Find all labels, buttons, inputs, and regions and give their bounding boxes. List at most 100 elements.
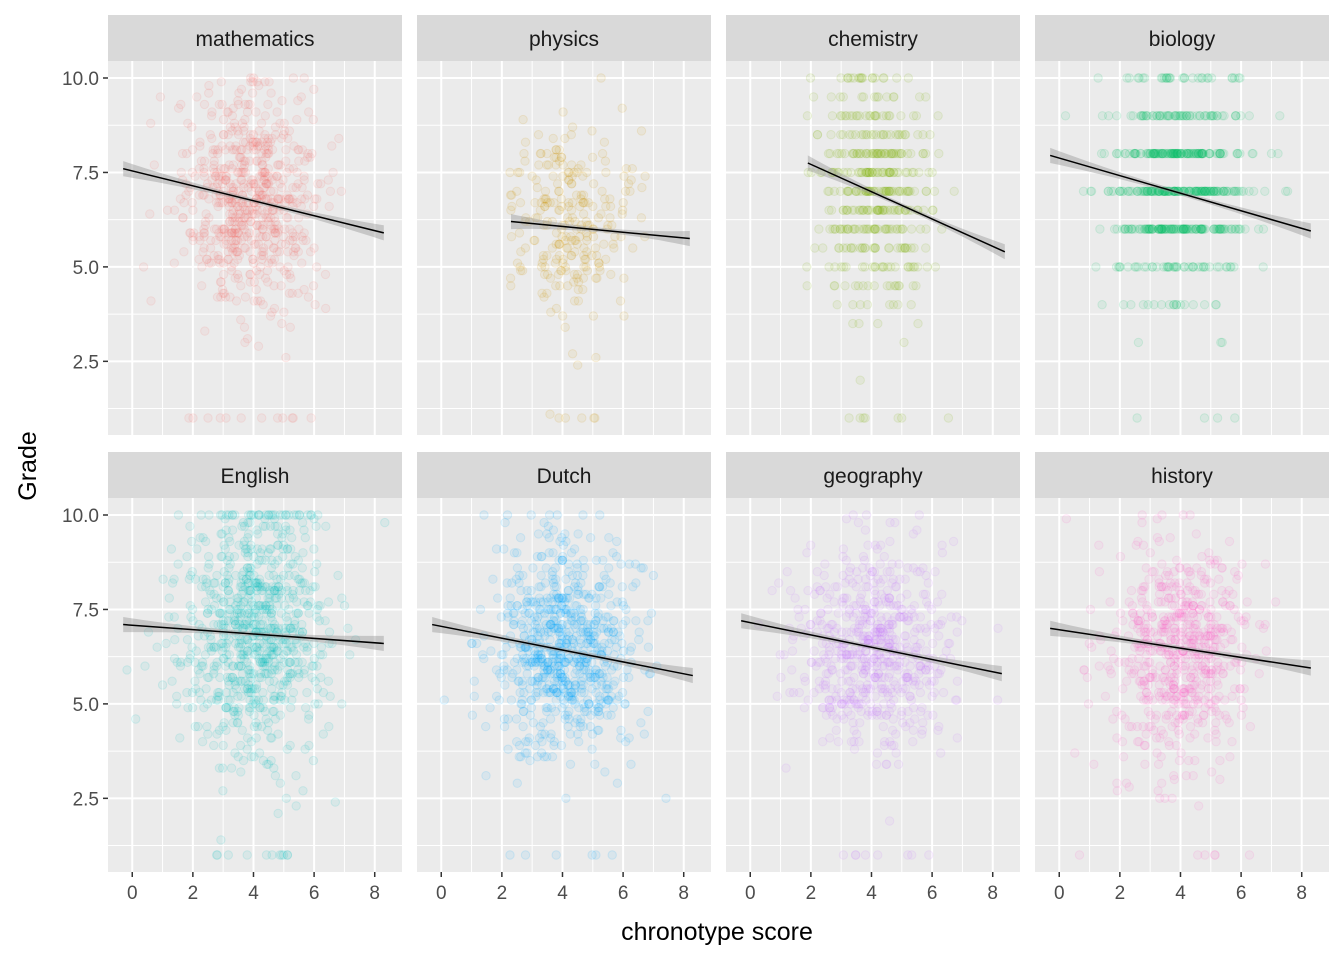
data-point [869,604,879,615]
data-point [262,266,273,276]
data-point [605,213,615,223]
data-point [213,250,223,261]
data-point [564,216,575,227]
data-point [1135,646,1145,656]
data-point [1185,733,1195,743]
data-point [1184,638,1194,649]
data-point [252,156,263,166]
data-point [280,198,290,208]
data-point [542,269,553,280]
data-point [236,145,246,155]
data-point [223,850,234,860]
data-point [149,160,160,170]
data-point [505,190,516,200]
data-point [824,205,834,215]
data-point [923,578,933,588]
data-point [932,597,943,607]
data-point [606,601,616,611]
data-point [305,247,316,257]
data-point [1118,752,1129,762]
data-point [863,635,873,645]
data-point [534,582,544,592]
data-point [839,262,849,272]
data-point [240,99,250,110]
data-point [526,695,536,705]
data-point [263,657,274,667]
data-point [787,635,798,645]
data-point [250,182,261,193]
data-point [856,73,867,83]
data-point [227,228,237,238]
data-point [1165,578,1176,588]
data-point [908,737,918,747]
data-point [243,182,253,193]
data-point [636,213,647,223]
data-point [861,130,871,140]
data-point [242,107,253,117]
data-point [860,525,871,535]
data-point [195,235,205,246]
x-tick-label: 8 [369,883,380,904]
data-point [1214,262,1225,272]
data-point [927,691,937,701]
y-tick-label: 7.5 [73,163,99,184]
data-point [200,650,211,660]
data-point [617,687,628,698]
data-point [1157,510,1167,520]
data-point [309,544,319,554]
data-point [587,126,597,136]
data-point [803,695,813,705]
data-point [233,96,243,106]
data-point [195,137,205,147]
data-point [249,277,260,287]
data-point [604,533,614,543]
data-point [1097,300,1107,310]
data-point [209,167,220,178]
data-point [501,642,511,652]
data-point [515,167,525,178]
data-point [182,635,193,645]
data-point [924,167,934,178]
data-point [617,582,627,592]
data-point [1233,570,1244,581]
data-point [324,201,334,212]
data-point [530,198,540,208]
data-point [1261,646,1272,656]
data-point [1174,608,1185,618]
data-point [1218,669,1228,679]
data-point [915,567,925,577]
data-point [848,300,858,310]
data-point [299,175,309,185]
data-point [233,126,243,136]
data-point [1126,669,1137,679]
data-point [908,725,919,735]
data-point [293,555,304,565]
data-point [1070,748,1080,758]
data-point [216,232,226,242]
data-point [1210,725,1220,735]
data-point [1120,148,1131,159]
data-point [907,167,917,178]
data-point [518,570,528,581]
data-point [199,190,209,200]
data-point [257,205,267,215]
data-point [866,657,877,667]
data-point [209,160,219,170]
data-point [269,706,279,717]
data-point [626,759,636,769]
data-point [526,510,536,520]
data-point [1178,510,1188,520]
data-point [599,239,609,249]
data-point [1236,695,1246,705]
data-point [247,205,258,215]
facet-strip-label: mathematics [195,28,314,51]
data-point [921,243,931,253]
data-point [643,706,653,717]
data-point [499,544,509,554]
data-point [578,570,588,581]
data-point [1185,684,1195,694]
data-point [1118,616,1128,626]
data-point [261,179,271,189]
data-point [604,563,614,573]
data-point [1181,672,1191,683]
